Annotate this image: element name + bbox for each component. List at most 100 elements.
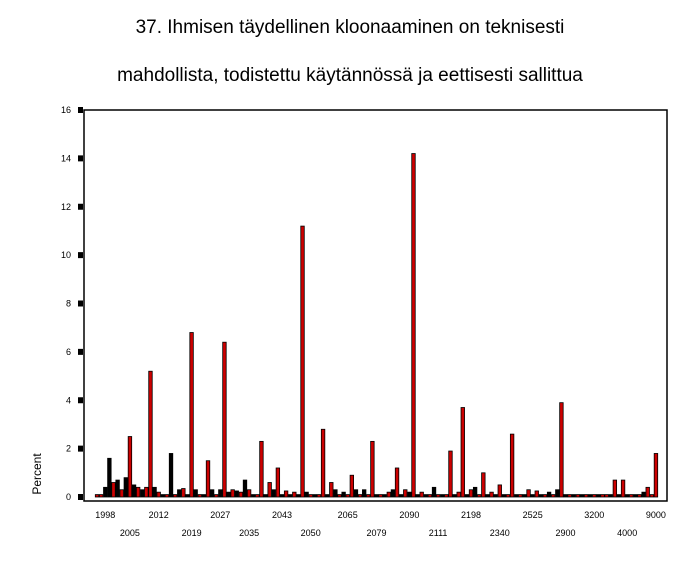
bar <box>448 450 453 498</box>
bar <box>308 494 313 498</box>
bar <box>538 494 544 498</box>
bar <box>600 494 605 498</box>
bar <box>131 484 137 498</box>
bars <box>94 153 659 498</box>
bar <box>357 494 363 498</box>
bar <box>522 494 527 498</box>
bar <box>431 486 437 498</box>
y-tick-mark <box>78 445 83 452</box>
bar <box>160 494 165 498</box>
bar <box>567 494 572 498</box>
bar <box>653 453 659 498</box>
bar <box>641 491 646 498</box>
bar <box>427 494 433 498</box>
bar <box>645 486 650 498</box>
bar <box>107 457 112 498</box>
bar <box>185 494 190 498</box>
bar <box>168 453 174 498</box>
x-tick-label: 2090 <box>399 510 419 520</box>
bar <box>189 332 194 498</box>
bar <box>263 494 268 498</box>
chart-title-line-2: mahdollista, todistettu käytännössä ja e… <box>117 65 583 86</box>
x-tick-label: 2900 <box>555 528 575 538</box>
x-tick-label: 2525 <box>523 510 543 520</box>
y-tick-mark <box>78 397 83 404</box>
x-tick-label: 2043 <box>272 510 292 520</box>
bar <box>382 494 387 498</box>
bar <box>390 489 396 498</box>
bar <box>616 494 622 498</box>
bar <box>234 490 239 498</box>
bar <box>218 489 223 498</box>
bar <box>103 486 108 498</box>
y-tick-mark <box>78 494 83 500</box>
bar <box>374 494 379 498</box>
bar <box>518 494 523 498</box>
x-tick-label: 1998 <box>95 510 115 520</box>
bar <box>456 491 461 498</box>
x-axis: 1998 2012 2027 2043 2065 2090 2198 2525 3200 9000… <box>95 510 666 538</box>
x-tick-label: 2027 <box>210 510 230 520</box>
bar <box>320 428 326 498</box>
bar <box>123 477 128 498</box>
bar <box>583 494 589 498</box>
bar <box>563 494 568 498</box>
x-tick-label: 2340 <box>490 528 510 538</box>
x-tick-label: 2198 <box>461 510 481 520</box>
bar <box>407 491 412 498</box>
bar <box>579 494 585 498</box>
bar <box>152 486 157 498</box>
bar <box>275 467 281 498</box>
y-tick-label: 12 <box>61 202 71 212</box>
bar <box>633 494 638 498</box>
bar <box>362 489 367 498</box>
bar <box>370 440 375 498</box>
bar <box>526 489 531 498</box>
bar <box>546 491 552 498</box>
bar <box>419 491 424 498</box>
bar <box>423 494 428 498</box>
bar <box>325 494 330 498</box>
x-tick-label: 4000 <box>617 528 637 538</box>
bar <box>637 494 642 498</box>
y-axis-label: Percent <box>30 453 44 495</box>
bar <box>509 433 515 498</box>
bar <box>172 494 178 498</box>
bar <box>551 494 556 498</box>
bar <box>485 494 490 498</box>
y-tick-mark <box>78 252 83 259</box>
bar <box>612 479 618 498</box>
y-tick-mark <box>78 203 83 210</box>
x-tick-label: 2005 <box>120 528 140 538</box>
bar <box>530 494 535 498</box>
bar <box>505 494 511 498</box>
bar <box>468 489 474 498</box>
bar <box>148 370 153 498</box>
y-tick-mark <box>78 348 83 355</box>
bar <box>386 491 391 498</box>
plot-frame <box>83 109 668 502</box>
bar <box>444 494 449 498</box>
bar <box>394 467 400 498</box>
y-tick-label: 6 <box>66 347 71 357</box>
bar <box>534 490 539 498</box>
bar <box>288 494 293 498</box>
bar <box>242 479 248 498</box>
x-tick-label: 2065 <box>338 510 358 520</box>
bar <box>403 489 408 498</box>
bar <box>197 494 202 498</box>
bar <box>156 491 161 498</box>
bar <box>435 494 441 498</box>
bar <box>300 225 305 498</box>
bar <box>259 440 264 498</box>
bar <box>312 494 318 498</box>
y-tick-label: 4 <box>66 395 71 405</box>
bar <box>271 489 276 498</box>
bar <box>267 482 272 498</box>
x-tick-label: 9000 <box>646 510 666 520</box>
bar <box>214 494 219 498</box>
y-tick-label: 14 <box>61 153 71 163</box>
bar <box>497 484 502 498</box>
x-tick-label: 2012 <box>149 510 169 520</box>
